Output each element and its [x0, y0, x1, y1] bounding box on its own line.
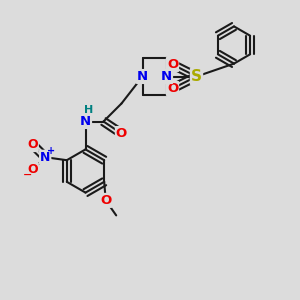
Text: N: N [80, 115, 91, 128]
Text: O: O [167, 58, 178, 71]
Text: N: N [137, 70, 148, 83]
Text: −: − [22, 170, 32, 180]
Text: O: O [27, 138, 38, 151]
Text: N: N [161, 70, 172, 83]
Text: +: + [46, 146, 55, 156]
Text: S: S [191, 69, 202, 84]
Text: O: O [167, 82, 178, 95]
Text: O: O [116, 127, 127, 140]
Text: O: O [100, 194, 111, 207]
Text: O: O [27, 163, 38, 176]
Text: H: H [85, 105, 94, 115]
Text: N: N [40, 151, 50, 164]
